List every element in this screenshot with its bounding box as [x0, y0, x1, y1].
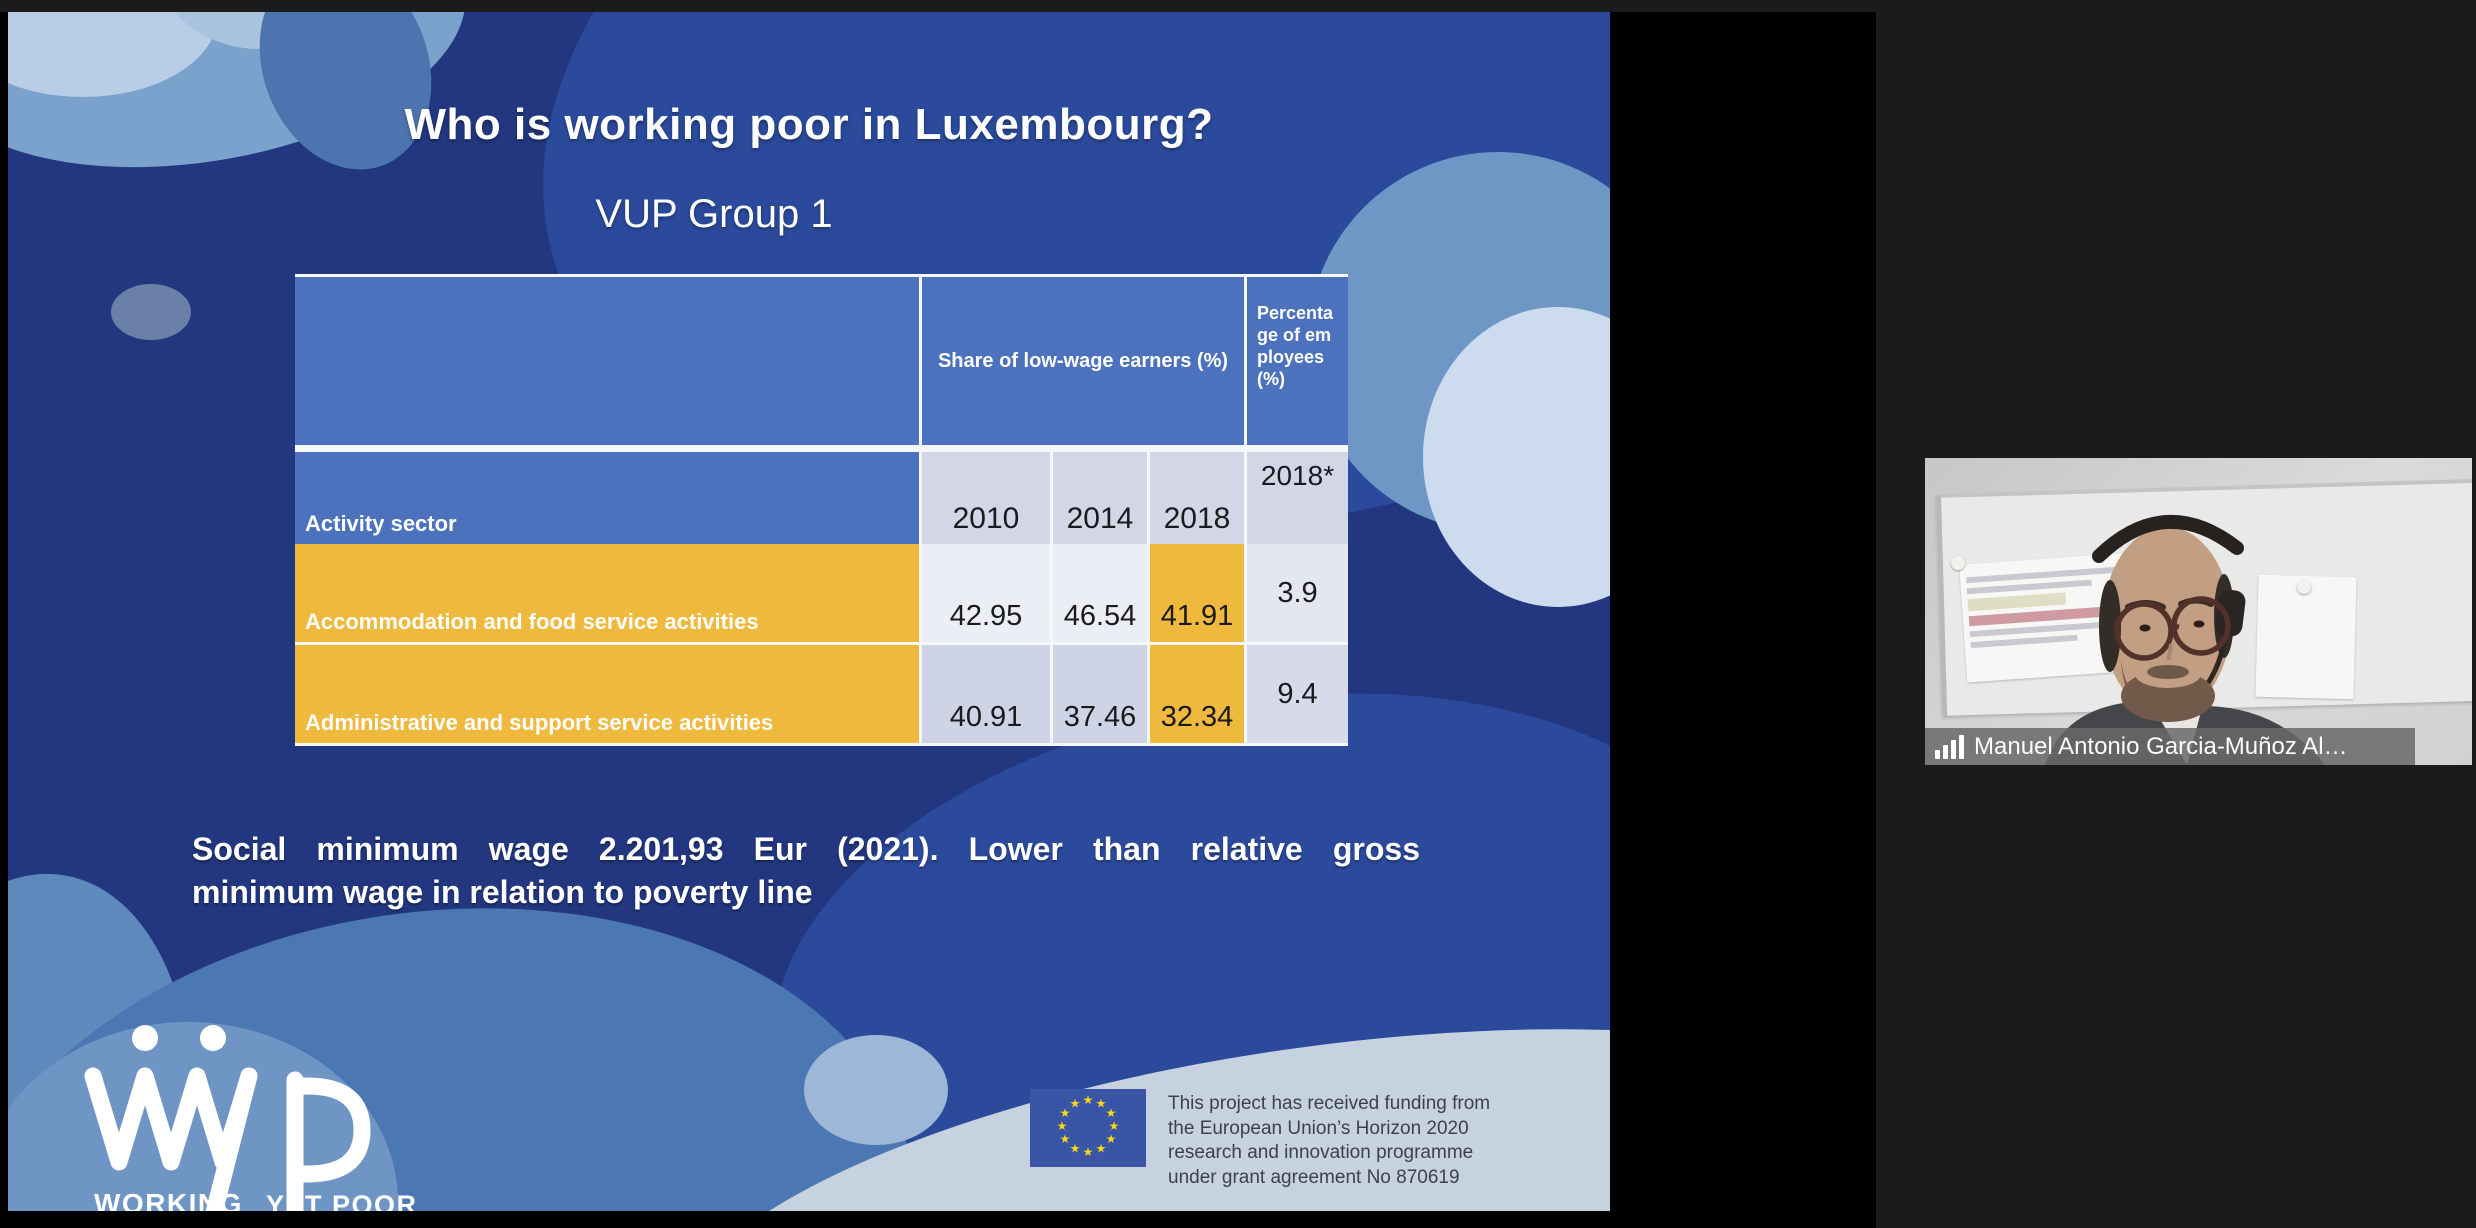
table-row-label: Administrative and support service activ… — [295, 645, 919, 743]
whiteboard-pin — [1951, 556, 1965, 570]
presentation-slide: Who is working poor in Luxembourg? VUP G… — [8, 12, 1610, 1211]
slide-title: Who is working poor in Luxembourg? — [404, 100, 1214, 149]
logo-word-working: WORKING — [94, 1188, 243, 1211]
svg-text:★: ★ — [1083, 1093, 1094, 1107]
table-year-2014: 2014 — [1053, 452, 1147, 544]
table-pct-header: Percentage of employees (%) — [1247, 277, 1348, 445]
webcam-video-tile[interactable]: Manuel Antonio Garcia-Muñoz Al… — [1925, 458, 2472, 765]
logo-word-yet-poor: YET POOR — [266, 1190, 418, 1211]
table-divider — [295, 642, 1348, 645]
table-group-header: Share of low-wage earners (%) — [922, 277, 1244, 445]
bg-blob — [111, 284, 191, 340]
slide-subtitle: VUP Group 1 — [595, 192, 833, 236]
participant-person — [2045, 514, 2325, 765]
svg-text:★: ★ — [1106, 1106, 1117, 1120]
table-year-2018-star: 2018* — [1247, 452, 1348, 544]
eu-flag-icon: ★ ★ ★ ★ ★ ★ ★ ★ ★ ★ ★ ★ — [1030, 1089, 1146, 1167]
table-year-2018: 2018 — [1150, 452, 1244, 544]
participant-name: Manuel Antonio Garcia-Muñoz Al… — [1974, 732, 2348, 760]
table-value-highlighted: 41.91 — [1150, 544, 1244, 642]
table-activity-header: Activity sector — [295, 452, 919, 544]
svg-text:★: ★ — [1096, 1142, 1107, 1156]
minimum-wage-note: Social minimum wage 2.201,93 Eur (2021).… — [192, 828, 1420, 914]
participant-name-label: Manuel Antonio Garcia-Muñoz Al… — [1925, 728, 2415, 765]
table-value: 37.46 — [1053, 645, 1147, 743]
table-corner-cell — [295, 277, 919, 445]
low-wage-table: Share of low-wage earners (%) Percentage… — [295, 274, 1348, 746]
svg-text:★: ★ — [1106, 1132, 1117, 1146]
svg-text:★: ★ — [1070, 1097, 1081, 1111]
screen-share-region: Who is working poor in Luxembourg? VUP G… — [0, 12, 1876, 1228]
table-year-2010: 2010 — [922, 452, 1050, 544]
table-value-highlighted: 32.34 — [1150, 645, 1244, 743]
svg-text:★: ★ — [1096, 1097, 1107, 1111]
svg-text:★: ★ — [1057, 1119, 1068, 1133]
bg-blob — [804, 1035, 948, 1145]
table-row-label: Accommodation and food service activitie… — [295, 544, 919, 642]
paper-pin — [2297, 580, 2311, 594]
svg-text:★: ★ — [1109, 1119, 1120, 1133]
funding-statement: This project has received funding from t… — [1168, 1093, 1491, 1188]
table-divider — [295, 445, 1348, 452]
svg-text:★: ★ — [1070, 1142, 1081, 1156]
svg-text:★: ★ — [1083, 1145, 1094, 1159]
note-line-1: Social minimum wage 2.201,93 Eur (2021).… — [192, 831, 1420, 867]
note-line-2: minimum wage in relation to poverty line — [192, 874, 813, 910]
table-pct-value: 9.4 — [1247, 645, 1348, 743]
signal-strength-icon — [1935, 734, 1964, 759]
table-value: 40.91 — [922, 645, 1050, 743]
table-value: 42.95 — [922, 544, 1050, 642]
svg-text:★: ★ — [1060, 1132, 1071, 1146]
table-value: 46.54 — [1053, 544, 1147, 642]
wyp-logo-mark — [84, 1025, 371, 1211]
svg-text:★: ★ — [1060, 1106, 1071, 1120]
table-pct-value: 3.9 — [1247, 544, 1348, 642]
